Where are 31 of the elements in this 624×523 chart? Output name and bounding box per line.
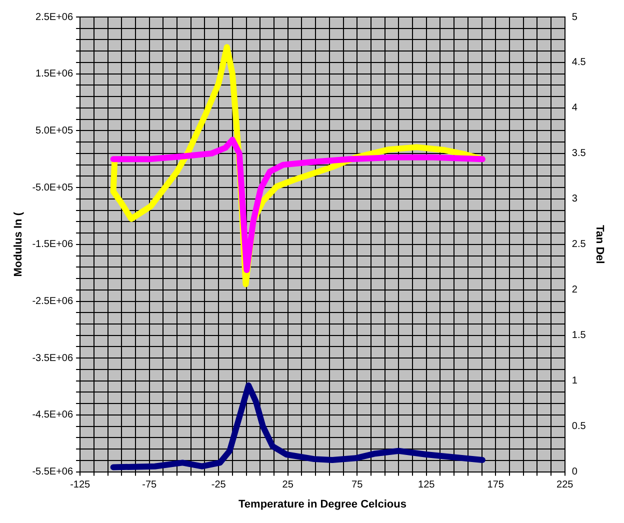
y-axis-title: Modulus In ( [12,212,25,277]
y-tick-label: 2.5E+06 [36,12,74,23]
y2-tick-label: 3 [572,194,578,205]
x-tick-label: -25 [211,480,226,491]
y-tick-label: -5.5E+06 [32,466,74,478]
x-tick-label: 175 [487,480,504,491]
x-tick-label: 75 [352,480,364,491]
x-tick-label: -125 [70,480,91,491]
y2-tick-label: 1.5 [572,330,586,342]
x-tick-label: 125 [418,480,436,491]
y-tick-label: -2.5E+06 [32,296,74,307]
y-tick-label: -4.5E+06 [32,410,74,421]
y2-tick-label: 0.5 [572,421,586,432]
y-tick-label: -5.0E+05 [32,182,74,194]
y2-tick-label: 0 [572,466,578,478]
x-tick-label: 25 [282,480,294,491]
y2-tick-label: 5 [572,12,578,23]
y2-tick-label: 1 [572,376,578,387]
y2-tick-label: 4 [572,102,578,114]
x-tick-label: -75 [142,480,157,491]
x-axis-title: Temperature in Degree Celcious [238,498,406,510]
y-tick-label: 5.0E+05 [36,125,74,136]
y-tick-label: -3.5E+06 [32,352,74,364]
y2-tick-label: 2.5 [572,239,586,250]
y2-tick-label: 4.5 [572,57,586,68]
y-tick-label: 1.5E+06 [36,68,74,80]
y-tick-label: -1.5E+06 [32,239,74,250]
y2-tick-label: 2 [572,284,578,296]
y2-tick-label: 3.5 [572,148,586,160]
x-tick-label: 225 [556,480,574,491]
y2-axis-title: Tan Del [593,224,606,264]
